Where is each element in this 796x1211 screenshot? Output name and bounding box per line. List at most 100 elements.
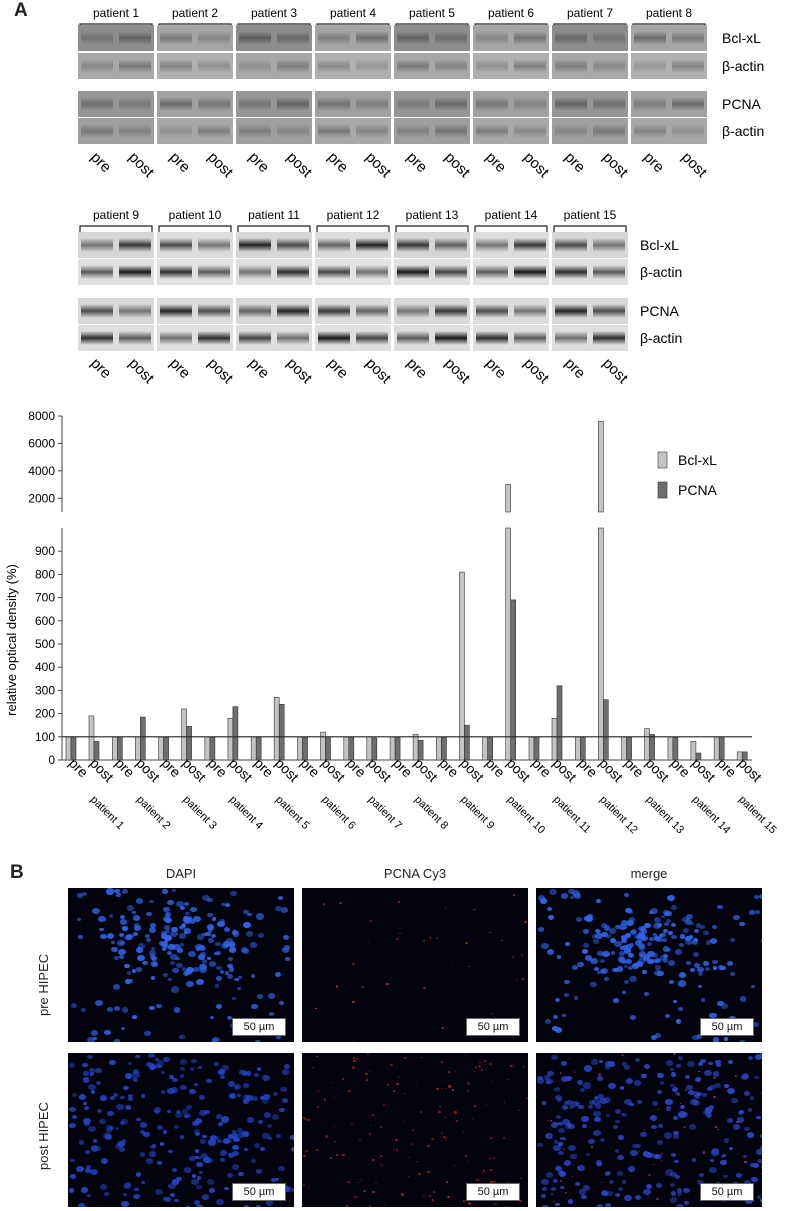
- blot-band: [435, 97, 467, 111]
- fluorescent-nucleus: [566, 1100, 573, 1106]
- fluorescent-nucleus: [163, 916, 171, 922]
- fluorescent-nucleus: [114, 1126, 120, 1131]
- fluorescent-nucleus: [273, 1092, 279, 1097]
- fluorescent-nucleus: [673, 1130, 680, 1136]
- fluorescent-nucleus: [623, 1098, 632, 1105]
- category-label: patient 1: [88, 794, 126, 832]
- lane-label: pre: [324, 149, 351, 176]
- fluorescent-nucleus: [131, 969, 136, 973]
- fluorescent-nucleus: [595, 1160, 603, 1166]
- fluorescent-nucleus: [88, 1083, 96, 1090]
- fluorescent-nucleus: [682, 1187, 690, 1194]
- lane-label: pre: [403, 149, 430, 176]
- fluorescent-nucleus: [550, 1192, 553, 1195]
- fluorescent-nucleus: [712, 959, 718, 965]
- fluorescent-nucleus: [541, 1179, 549, 1186]
- fluorescent-nucleus: [647, 1195, 650, 1197]
- fluorescent-nucleus: [639, 946, 646, 952]
- fluorescent-nucleus: [440, 1132, 443, 1134]
- fluorescent-nucleus: [149, 954, 156, 959]
- fluorescent-nucleus: [628, 916, 636, 922]
- fluorescent-nucleus: [546, 906, 552, 911]
- fluorescent-nucleus: [661, 1152, 664, 1155]
- fluorescent-nucleus: [231, 1164, 240, 1171]
- data-bar: [621, 736, 627, 761]
- lane-label: pre: [166, 355, 193, 382]
- fluorescent-nucleus: [608, 1082, 617, 1089]
- fluorescent-nucleus: [615, 925, 620, 929]
- fluorescent-nucleus: [242, 1082, 250, 1088]
- fluorescent-nucleus: [625, 1078, 634, 1085]
- fluorescent-nucleus: [77, 1203, 86, 1207]
- fluorescent-nucleus: [490, 1014, 493, 1016]
- fluorescent-nucleus: [198, 1095, 206, 1101]
- lane-label: post: [283, 355, 316, 388]
- fluorescent-nucleus: [727, 1118, 733, 1123]
- blot-band: [593, 59, 625, 73]
- fluorescent-nucleus: [193, 967, 199, 972]
- fluorescent-nucleus: [482, 1170, 485, 1172]
- protein-label: PCNA: [640, 303, 680, 319]
- fluorescent-nucleus: [748, 1055, 754, 1061]
- fluorescent-nucleus: [85, 1150, 90, 1154]
- fluorescent-nucleus: [415, 1081, 418, 1083]
- fluorescent-nucleus: [441, 1168, 443, 1170]
- fluorescent-nucleus: [556, 1114, 561, 1119]
- fluorescent-nucleus: [638, 926, 646, 933]
- blot-band: [514, 238, 546, 252]
- fluorescent-nucleus: [686, 913, 694, 920]
- fluorescent-nucleus: [404, 1093, 406, 1095]
- fluorescent-nucleus: [676, 1188, 683, 1193]
- fluorescent-nucleus: [156, 1125, 163, 1130]
- fluorescent-nucleus: [239, 1069, 247, 1076]
- fluorescent-nucleus: [503, 1101, 506, 1103]
- fluorescent-nucleus: [325, 1135, 328, 1138]
- lane-label: post: [283, 149, 316, 182]
- fluorescent-nucleus: [623, 1064, 631, 1070]
- fluorescent-nucleus: [344, 1194, 347, 1196]
- fluorescent-nucleus: [712, 1071, 720, 1077]
- blot-band: [198, 31, 230, 45]
- fluorescent-nucleus: [175, 956, 180, 961]
- fluorescent-nucleus: [338, 901, 342, 905]
- fluorescent-nucleus: [455, 1071, 457, 1073]
- fluorescent-nucleus: [545, 1171, 554, 1178]
- fluorescent-nucleus: [500, 1159, 503, 1161]
- fluorescent-nucleus: [132, 1193, 140, 1199]
- fluorescent-nucleus: [133, 931, 139, 936]
- fluorescent-nucleus: [166, 1087, 175, 1094]
- blot-band: [435, 265, 467, 279]
- fluorescent-nucleus: [70, 1158, 76, 1163]
- fluorescent-nucleus: [194, 1117, 203, 1124]
- fluorescent-nucleus: [488, 1063, 492, 1066]
- fluorescent-nucleus: [547, 914, 555, 920]
- fluorescent-nucleus: [556, 1121, 561, 1126]
- fluorescent-nucleus: [185, 911, 190, 916]
- fluorescent-nucleus: [197, 1205, 205, 1207]
- fluorescent-nucleus: [194, 1148, 200, 1153]
- fluorescent-nucleus: [638, 952, 644, 957]
- fluorescent-nucleus: [217, 1069, 225, 1075]
- fluorescent-nucleus: [172, 1168, 178, 1172]
- fluorescent-nucleus: [444, 1137, 448, 1140]
- fluorescent-nucleus: [351, 1124, 353, 1126]
- fluorescent-nucleus: [744, 1127, 750, 1132]
- fluorescent-nucleus: [368, 1133, 372, 1136]
- fluorescent-nucleus: [632, 1143, 638, 1148]
- data-bar: [140, 716, 146, 761]
- patient-bracket: [553, 225, 627, 233]
- fluorescent-nucleus: [623, 948, 631, 954]
- fluorescent-nucleus: [481, 1172, 484, 1174]
- fluorescent-nucleus: [479, 1062, 481, 1064]
- blot-band: [81, 331, 113, 345]
- fluorescent-nucleus: [663, 922, 670, 927]
- fluorescent-nucleus: [121, 1139, 126, 1143]
- fluorescent-nucleus: [655, 959, 660, 964]
- fluorescent-nucleus: [211, 934, 217, 938]
- fluorescent-nucleus: [747, 1108, 752, 1112]
- fluorescent-nucleus: [386, 1084, 389, 1086]
- blot-band: [672, 31, 704, 45]
- fluorescent-nucleus: [660, 1160, 663, 1162]
- fluorescent-nucleus: [367, 942, 370, 944]
- fluorescent-nucleus: [656, 1198, 659, 1201]
